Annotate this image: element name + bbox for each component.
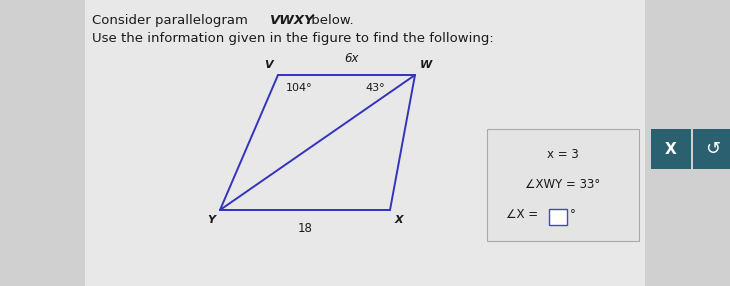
Text: V: V [264,60,273,70]
Text: W: W [420,60,432,70]
Text: 104°: 104° [286,83,312,93]
Text: 18: 18 [298,222,312,235]
Text: Y: Y [207,215,215,225]
Text: 6x: 6x [345,52,358,65]
FancyBboxPatch shape [693,129,730,169]
Text: 43°: 43° [365,83,385,93]
Text: X: X [395,215,404,225]
Text: below.: below. [307,14,353,27]
Text: VWXY: VWXY [270,14,315,27]
FancyBboxPatch shape [651,129,691,169]
Text: X: X [665,142,677,156]
FancyBboxPatch shape [487,129,639,241]
Text: ↺: ↺ [705,140,721,158]
Text: ∠X =: ∠X = [506,208,542,221]
Text: Consider parallelogram: Consider parallelogram [92,14,252,27]
Text: ∠XWY = 33°: ∠XWY = 33° [526,178,601,191]
Text: x = 3: x = 3 [547,148,579,161]
FancyBboxPatch shape [85,0,645,286]
FancyBboxPatch shape [549,209,567,225]
Text: Use the information given in the figure to find the following:: Use the information given in the figure … [92,32,493,45]
Text: °: ° [570,208,576,221]
